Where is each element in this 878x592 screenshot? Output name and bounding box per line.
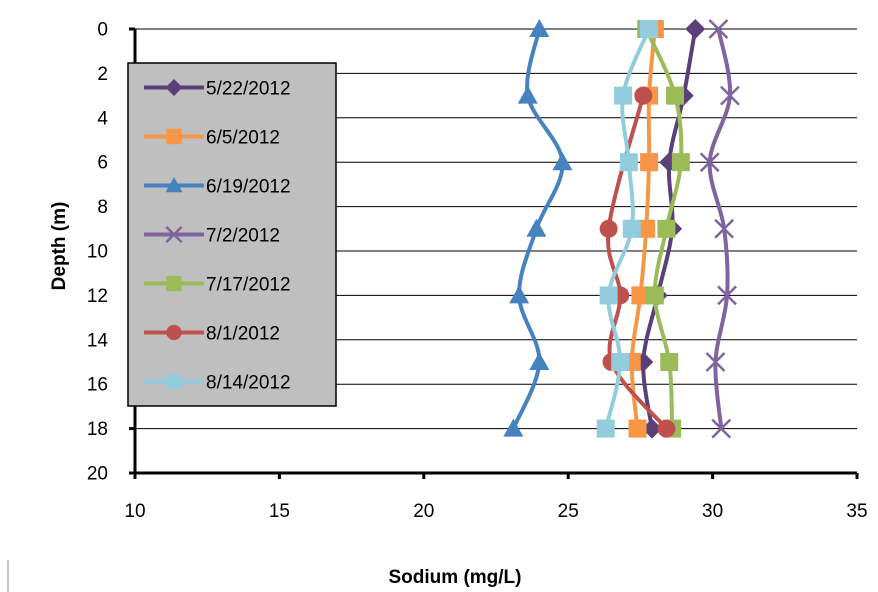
- data-point: [634, 86, 653, 105]
- y-tick-label: 18: [87, 419, 108, 440]
- data-point: [699, 152, 720, 173]
- data-point: [529, 19, 550, 37]
- data-point: [657, 219, 676, 238]
- y-tick-label: 12: [87, 286, 108, 307]
- x-axis-title: Sodium (mg/L): [389, 567, 522, 588]
- series: [503, 19, 573, 437]
- data-point: [631, 286, 650, 305]
- data-point: [165, 79, 183, 96]
- data-point: [640, 153, 659, 172]
- x-tick-label: 10: [124, 501, 145, 522]
- data-point: [509, 285, 530, 304]
- x-tick-label: 15: [269, 501, 290, 522]
- data-point: [622, 219, 641, 238]
- data-point: [599, 286, 618, 305]
- data-point: [657, 419, 676, 438]
- legend-label: 6/19/2012: [206, 177, 291, 198]
- y-tick-label: 10: [87, 242, 108, 263]
- data-point: [637, 219, 656, 238]
- data-point: [717, 285, 737, 306]
- data-point: [526, 218, 547, 237]
- data-point: [641, 418, 662, 439]
- y-tick-label: 14: [87, 330, 109, 351]
- data-point: [711, 418, 732, 439]
- data-point: [165, 177, 183, 193]
- y-tick-label: 8: [97, 197, 108, 218]
- y-tick-label: 6: [97, 153, 108, 174]
- y-tick-label: 20: [87, 464, 108, 485]
- legend-label: 7/2/2012: [206, 226, 280, 247]
- legend-label: 8/14/2012: [206, 373, 291, 394]
- data-point: [614, 86, 633, 105]
- data-point: [599, 219, 618, 238]
- legend-item: 7/2/2012: [144, 226, 280, 247]
- data-point: [685, 19, 706, 39]
- y-tick-label: 4: [97, 108, 108, 129]
- data-point: [517, 85, 538, 104]
- y-tick-label: 16: [87, 375, 108, 396]
- data-point: [708, 19, 729, 39]
- data-point: [705, 352, 726, 372]
- x-tick-label: 25: [558, 501, 579, 522]
- data-point: [165, 225, 183, 244]
- data-point: [645, 286, 664, 305]
- legend-item: 7/17/2012: [144, 275, 291, 296]
- data-point: [714, 218, 735, 239]
- data-point: [529, 352, 550, 370]
- data-point: [503, 418, 524, 437]
- data-point: [596, 419, 615, 438]
- data-point: [628, 419, 647, 438]
- legend-label: 5/22/2012: [206, 79, 291, 100]
- data-point: [660, 353, 679, 371]
- legend-label: 7/17/2012: [206, 275, 291, 296]
- data-point: [720, 85, 740, 106]
- y-axis-title: Depth (m): [49, 202, 70, 291]
- legend-item: 8/14/2012: [144, 373, 291, 394]
- legend-label: 6/5/2012: [206, 128, 280, 149]
- y-tick-label: 0: [97, 20, 108, 41]
- series: [699, 19, 740, 439]
- data-point: [552, 152, 573, 171]
- data-point: [640, 20, 659, 38]
- series: [596, 20, 659, 438]
- series-group: [503, 19, 740, 439]
- data-point: [671, 153, 690, 172]
- data-point: [619, 153, 638, 172]
- legend: 5/22/2012 6/5/2012 6/19/2012 7/2/2012 7/17/2…: [127, 62, 337, 407]
- legend-item: 6/19/2012: [144, 177, 291, 198]
- legend-item: 5/22/2012: [144, 79, 291, 100]
- x-tick-label: 35: [846, 501, 867, 522]
- legend-item: 8/1/2012: [144, 324, 280, 345]
- legend-label: 8/1/2012: [206, 324, 280, 345]
- data-point: [611, 353, 630, 371]
- data-point: [166, 128, 182, 145]
- legend-box: [127, 62, 337, 407]
- data-point: [666, 86, 685, 105]
- data-point: [166, 275, 182, 292]
- y-tick-label: 2: [97, 64, 108, 85]
- legend-item: 6/5/2012: [144, 128, 280, 149]
- x-tick-label: 20: [413, 501, 434, 522]
- data-point: [166, 324, 182, 341]
- data-point: [166, 373, 182, 390]
- x-tick-label: 30: [702, 501, 723, 522]
